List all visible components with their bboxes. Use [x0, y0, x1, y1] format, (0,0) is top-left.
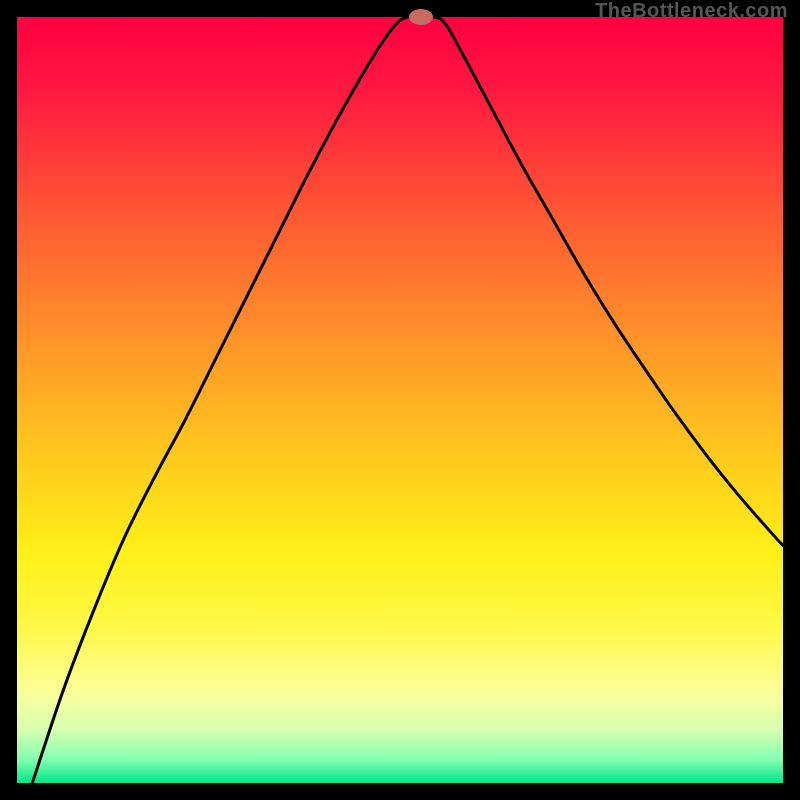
plot-area [17, 17, 783, 783]
watermark-text: TheBottleneck.com [595, 0, 788, 23]
chart-container: TheBottleneck.com [0, 0, 800, 800]
bottleneck-marker [409, 9, 433, 25]
chart-svg [17, 17, 783, 783]
